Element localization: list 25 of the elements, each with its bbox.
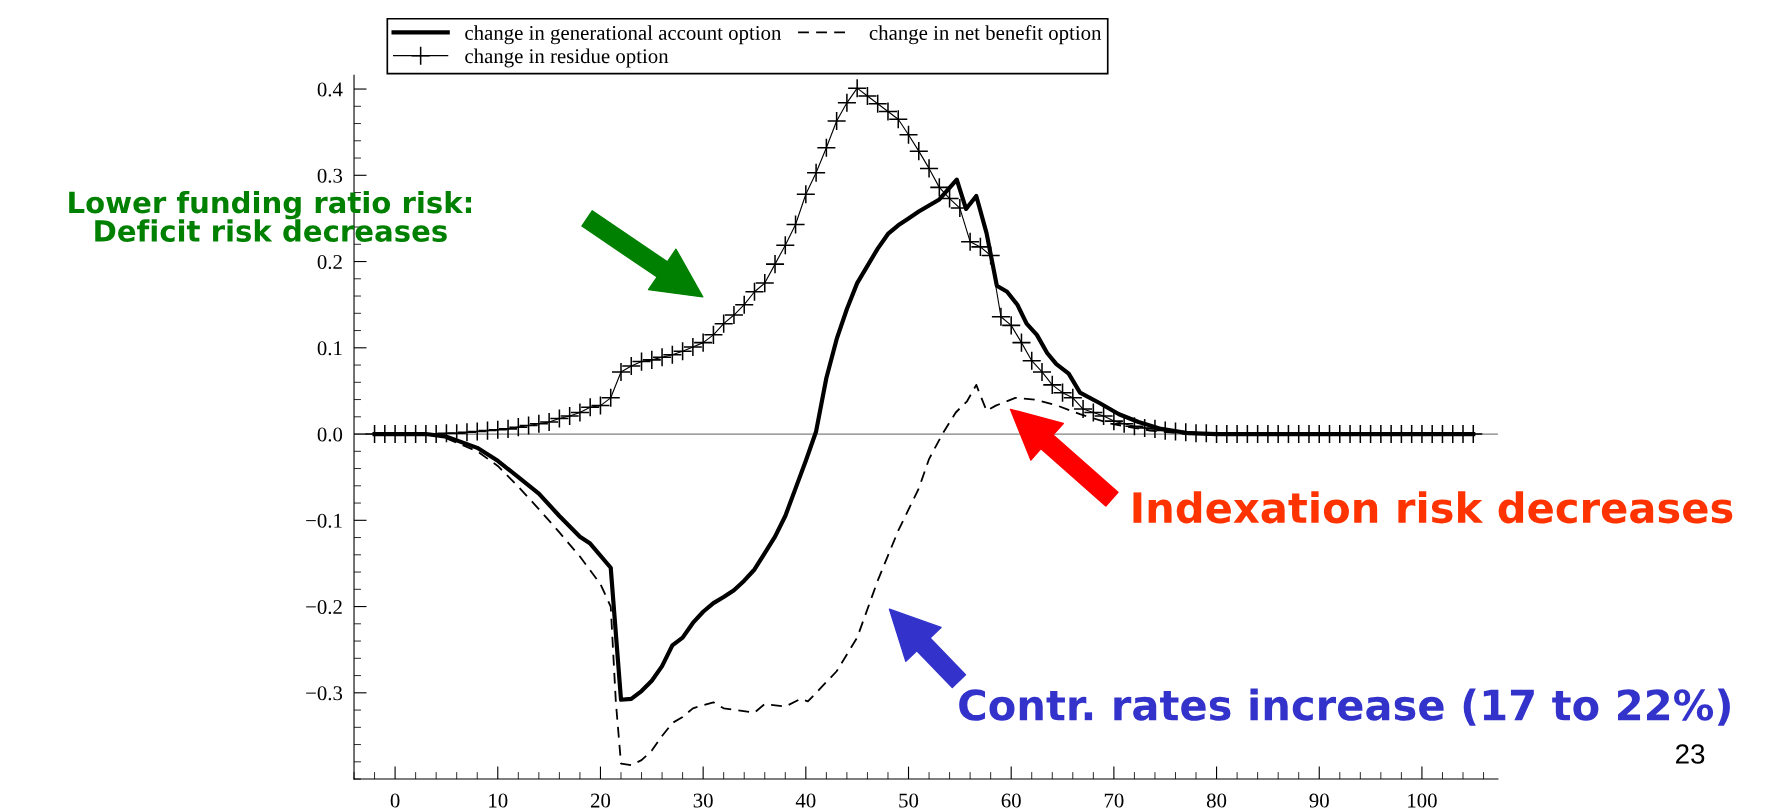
- y-tick-label: 0.1: [317, 341, 342, 356]
- x-tick-label: 20: [590, 793, 611, 808]
- y-tick-label: 0.3: [317, 168, 343, 183]
- text: 23: [1676, 744, 1705, 764]
- y-tick-label: −0.1: [306, 513, 342, 528]
- x-tick-label: 80: [1206, 793, 1227, 808]
- x-tick-label: 10: [489, 793, 508, 808]
- legend-label: change in generational account option: [465, 25, 782, 45]
- x-tick-label: 40: [795, 793, 816, 808]
- x-tick-label: 70: [1104, 793, 1124, 808]
- annotation: Contr. rates increase (17 to 22%): [959, 688, 1730, 726]
- legend-label: change in net benefit option: [869, 25, 1102, 45]
- legend-label: change in residue option: [465, 48, 669, 68]
- x-tick-label: 100: [1408, 793, 1437, 808]
- y-tick-label: −0.3: [306, 686, 343, 701]
- y-tick-label: −0.2: [306, 599, 342, 615]
- annotation: Indexation risk decreases: [1133, 491, 1733, 524]
- x-tick-label: 0: [390, 793, 400, 808]
- x-tick-label: 90: [1309, 793, 1329, 808]
- x-tick-label: 30: [693, 793, 713, 808]
- x-tick-label: 50: [899, 793, 919, 808]
- x-tick-label: 60: [1001, 793, 1021, 808]
- y-tick-label: 0.2: [317, 254, 342, 270]
- y-tick-label: 0.0: [317, 427, 343, 442]
- y-tick-label: 0.4: [317, 82, 343, 97]
